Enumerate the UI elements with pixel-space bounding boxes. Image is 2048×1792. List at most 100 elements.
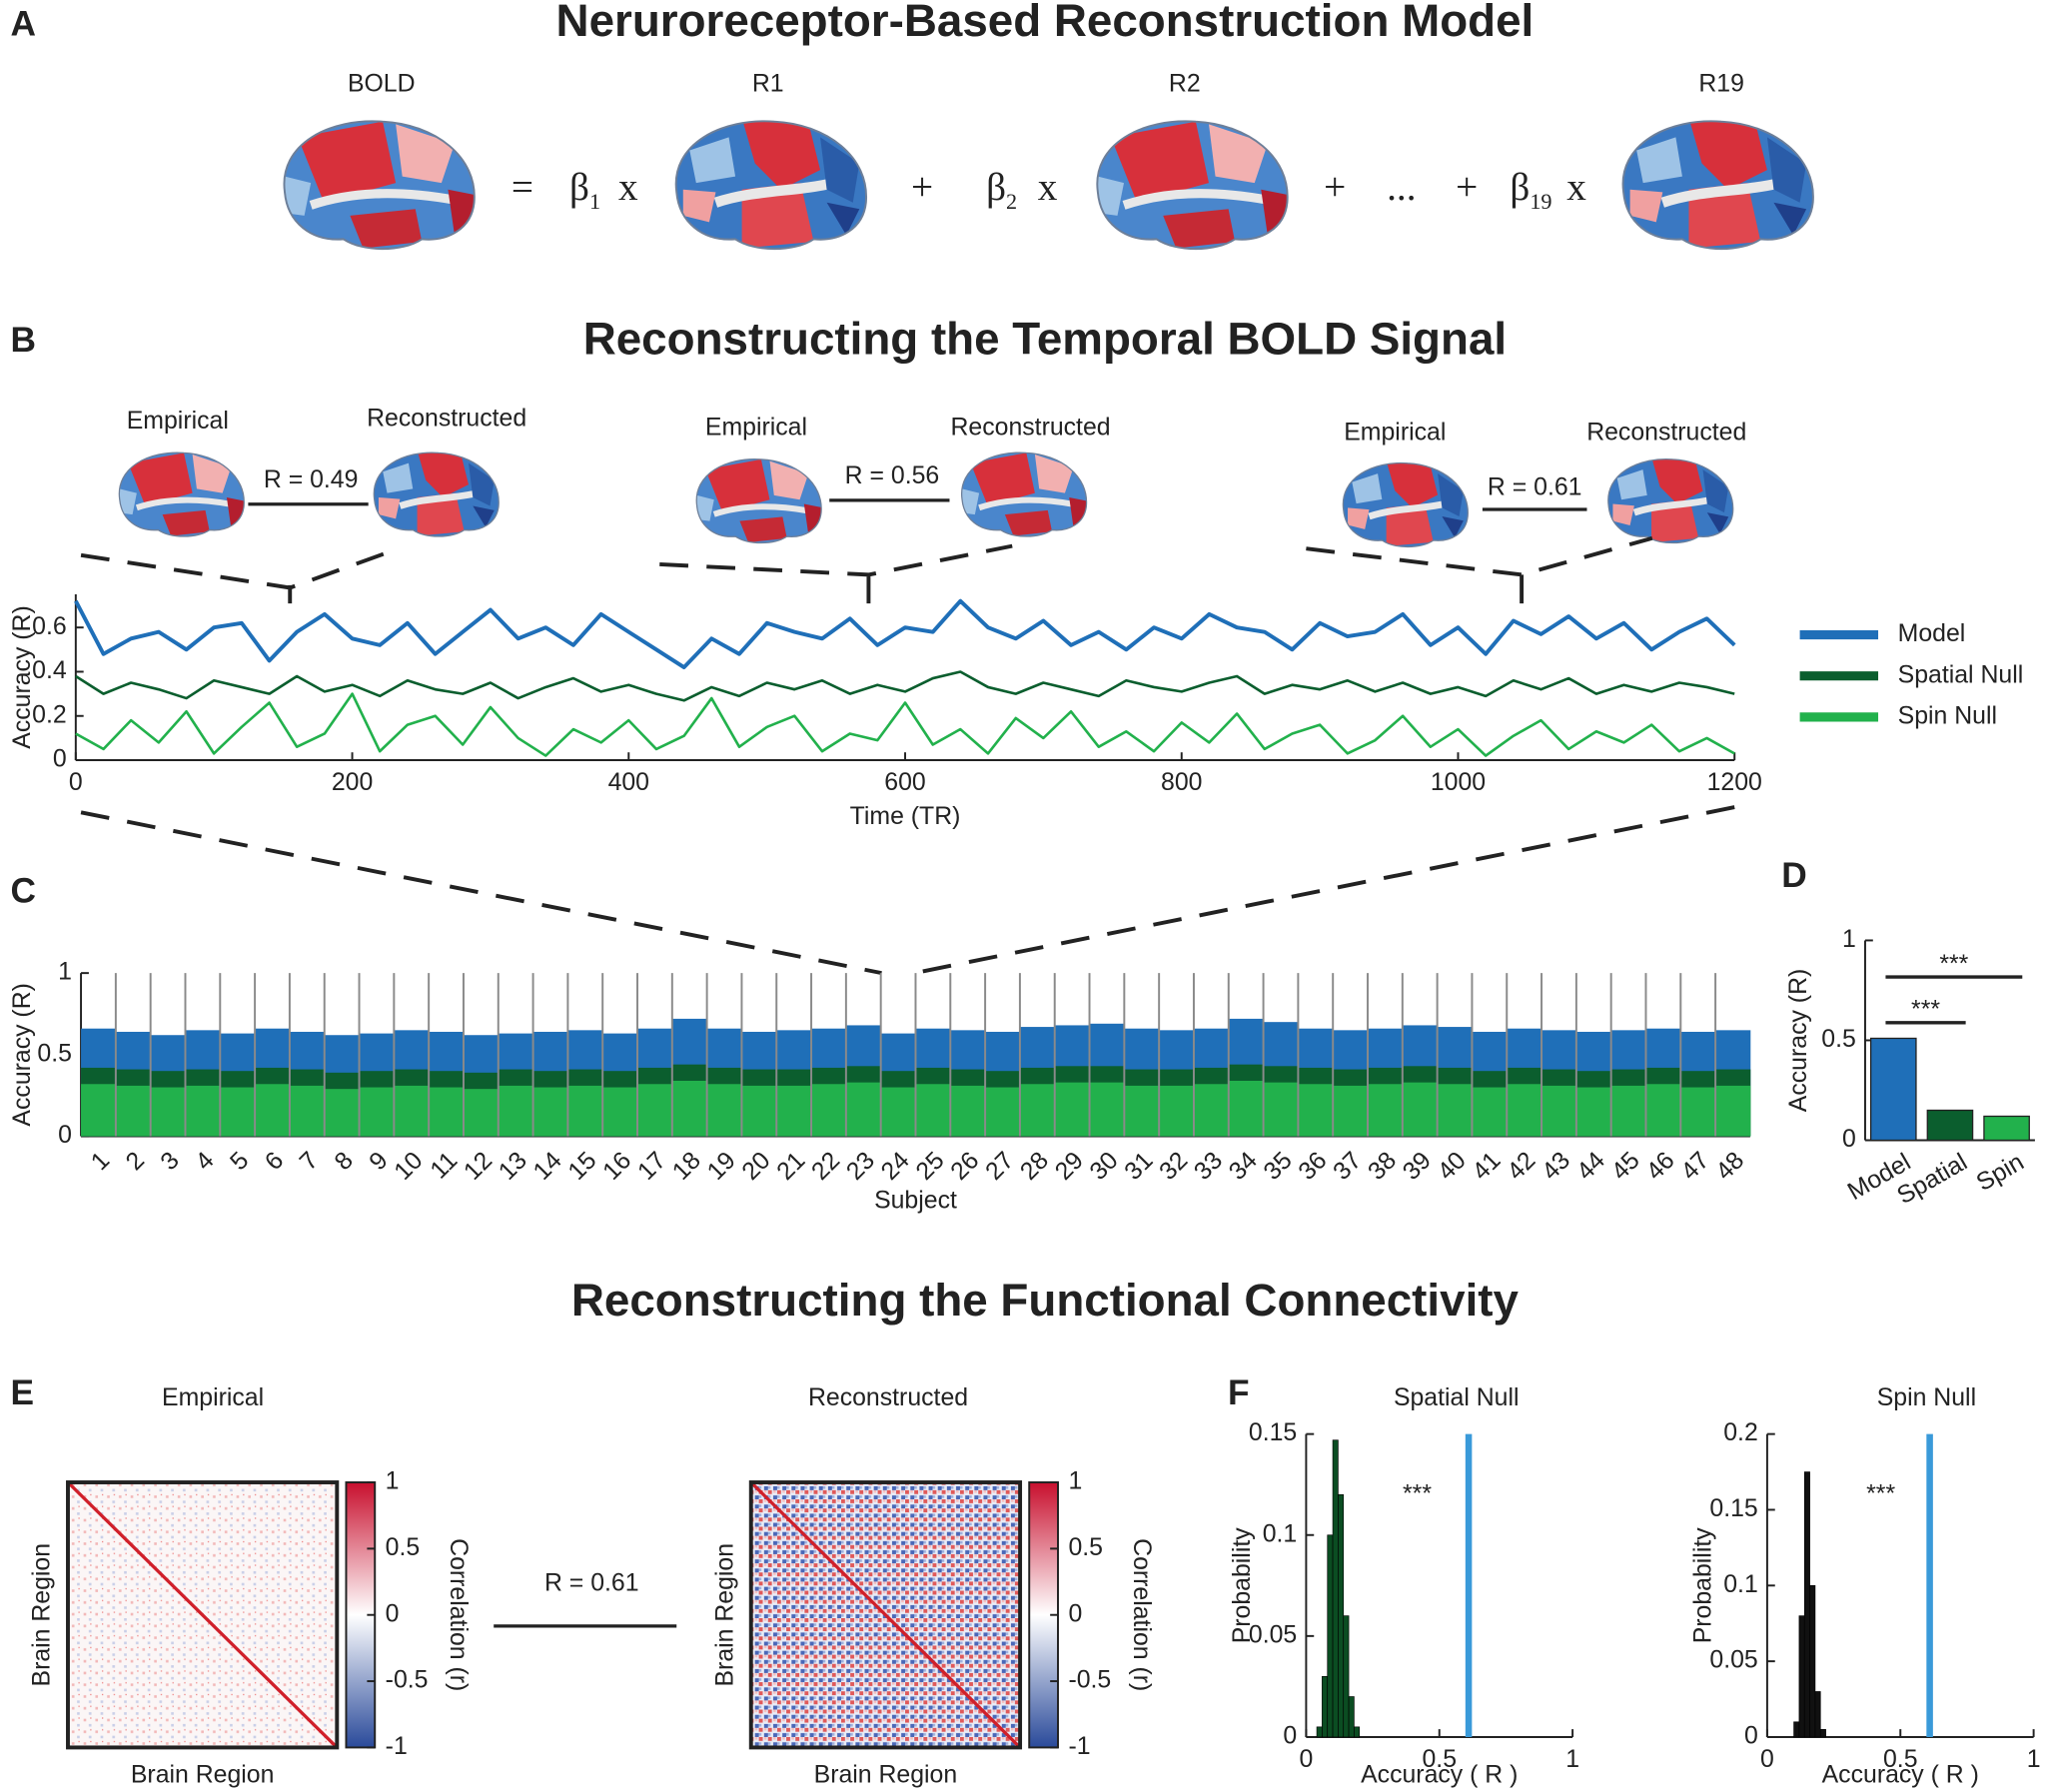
brain-map xyxy=(1085,111,1294,255)
zoom-connector xyxy=(80,805,1735,976)
subject-band xyxy=(706,1084,742,1137)
x-tick-label: 47 xyxy=(1676,1147,1715,1186)
x-tick-label: 41 xyxy=(1468,1147,1507,1186)
y-tick-label: 0 xyxy=(1283,1723,1297,1750)
histogram-bar xyxy=(1809,1584,1816,1738)
equals: = xyxy=(512,166,533,209)
legend-label: Spatial Null xyxy=(1898,661,2024,688)
x-tick-label: 28 xyxy=(1015,1147,1054,1186)
y-axis-label: Brain Region xyxy=(711,1543,738,1687)
x-tick-label: 9 xyxy=(365,1147,394,1176)
x-tick-label: 13 xyxy=(494,1147,532,1186)
snapshot: Empirical Reconstructed R = 0.56 xyxy=(659,415,1111,604)
colorbar-tick-label: 1 xyxy=(386,1468,400,1495)
x-tick-label: 1 xyxy=(86,1147,115,1176)
series-line xyxy=(75,670,1735,702)
histogram-bar xyxy=(1354,1726,1361,1738)
x-tick-label: 0 xyxy=(1299,1746,1313,1773)
snapshot-label: Empirical xyxy=(1344,420,1446,447)
x-tick-label: 30 xyxy=(1085,1147,1124,1186)
x-tick-label: 4 xyxy=(191,1147,220,1176)
x-tick-label: 10 xyxy=(390,1147,429,1186)
subject-band xyxy=(1680,1087,1716,1137)
y-tick-label: 0.4 xyxy=(32,657,67,684)
subject-band xyxy=(1715,1085,1751,1137)
significance-label: *** xyxy=(1866,1481,1895,1508)
subject-band xyxy=(1263,1082,1299,1137)
panel-label: E xyxy=(10,1373,34,1412)
subject-band xyxy=(811,1084,847,1137)
subject-band xyxy=(185,1085,221,1137)
subject-band xyxy=(289,1085,326,1137)
subject-band xyxy=(359,1087,395,1137)
snapshot-label: Empirical xyxy=(705,415,807,442)
beta-subscript: 19 xyxy=(1530,189,1551,214)
panel-label: F xyxy=(1228,1373,1250,1412)
subject-band xyxy=(985,1087,1021,1137)
subject-band xyxy=(637,1084,673,1137)
map-label: R19 xyxy=(1698,71,1744,98)
beta-term: β1 xyxy=(569,166,600,214)
panel-label: C xyxy=(10,872,35,911)
series-line xyxy=(75,692,1735,757)
subject-band xyxy=(950,1085,986,1137)
significance-label: *** xyxy=(1403,1481,1432,1508)
subject-band xyxy=(1159,1085,1195,1137)
subject-band xyxy=(220,1087,256,1137)
snapshot-correlation: R = 0.49 xyxy=(264,466,359,493)
subject-band xyxy=(880,1087,916,1137)
colorbar-tick-label: 0 xyxy=(1068,1600,1082,1627)
histogram-bar xyxy=(1819,1729,1826,1738)
heatmap-diagonal xyxy=(66,1480,339,1749)
x-tick-label: 0 xyxy=(69,769,83,796)
subject-band xyxy=(1228,1080,1264,1137)
significance-label: *** xyxy=(1939,951,1968,978)
subject-band xyxy=(776,1085,812,1137)
chart-title: Empirical xyxy=(162,1384,264,1411)
x-tick-label: 0.5 xyxy=(1883,1746,1918,1773)
x-tick-label: 23 xyxy=(841,1147,880,1186)
plus: + xyxy=(911,166,933,209)
x-axis-label: Accuracy ( R ) xyxy=(1361,1762,1518,1789)
x-tick-label: 29 xyxy=(1050,1147,1089,1186)
chart-title: Spatial Null xyxy=(1394,1384,1520,1411)
brain-map xyxy=(1610,111,1819,255)
y-tick-label: 0.1 xyxy=(1263,1520,1298,1547)
subject-band xyxy=(498,1085,533,1137)
x-tick-label: 6 xyxy=(260,1147,289,1176)
y-tick-label: 0.5 xyxy=(1821,1026,1856,1053)
x-axis-label: Brain Region xyxy=(814,1762,958,1789)
x-tick-label: 45 xyxy=(1606,1147,1645,1186)
x-tick-label: 7 xyxy=(295,1147,324,1176)
times: x xyxy=(1038,166,1058,209)
x-tick-label: 19 xyxy=(702,1147,741,1186)
map-label: BOLD xyxy=(348,71,416,98)
brain-map xyxy=(111,446,248,539)
map-label: R2 xyxy=(1169,71,1201,98)
x-tick-label: 14 xyxy=(528,1147,567,1186)
panel-label: A xyxy=(10,5,35,44)
x-tick-label: 22 xyxy=(807,1147,846,1186)
snapshot-label: Reconstructed xyxy=(950,415,1110,442)
x-axis-label: Accuracy ( R ) xyxy=(1822,1762,1979,1789)
x-tick-label: 46 xyxy=(1641,1147,1680,1186)
y-tick-label: 0.5 xyxy=(37,1040,72,1067)
y-tick-label: 0 xyxy=(1744,1723,1758,1750)
colorbar-label: Correlation (r) xyxy=(445,1538,472,1691)
subject-band xyxy=(394,1085,430,1137)
colorbar-tick-label: -0.5 xyxy=(386,1667,429,1694)
subject-band xyxy=(1472,1087,1508,1137)
x-tick-label: 1 xyxy=(2027,1746,2041,1773)
subject-band xyxy=(1193,1084,1230,1137)
bar xyxy=(1926,1109,1974,1142)
histogram-bar xyxy=(1814,1691,1821,1738)
x-tick-label: 12 xyxy=(459,1147,498,1186)
ellipsis: ... xyxy=(1387,166,1416,209)
colorbar-tick-label: 0.5 xyxy=(1068,1534,1103,1561)
brain-map xyxy=(1600,452,1737,546)
subject-band xyxy=(1575,1087,1612,1137)
subject-band xyxy=(1541,1085,1577,1137)
histogram-bar xyxy=(1793,1721,1800,1738)
histogram-bar xyxy=(1332,1439,1339,1738)
brain-map xyxy=(953,446,1090,539)
